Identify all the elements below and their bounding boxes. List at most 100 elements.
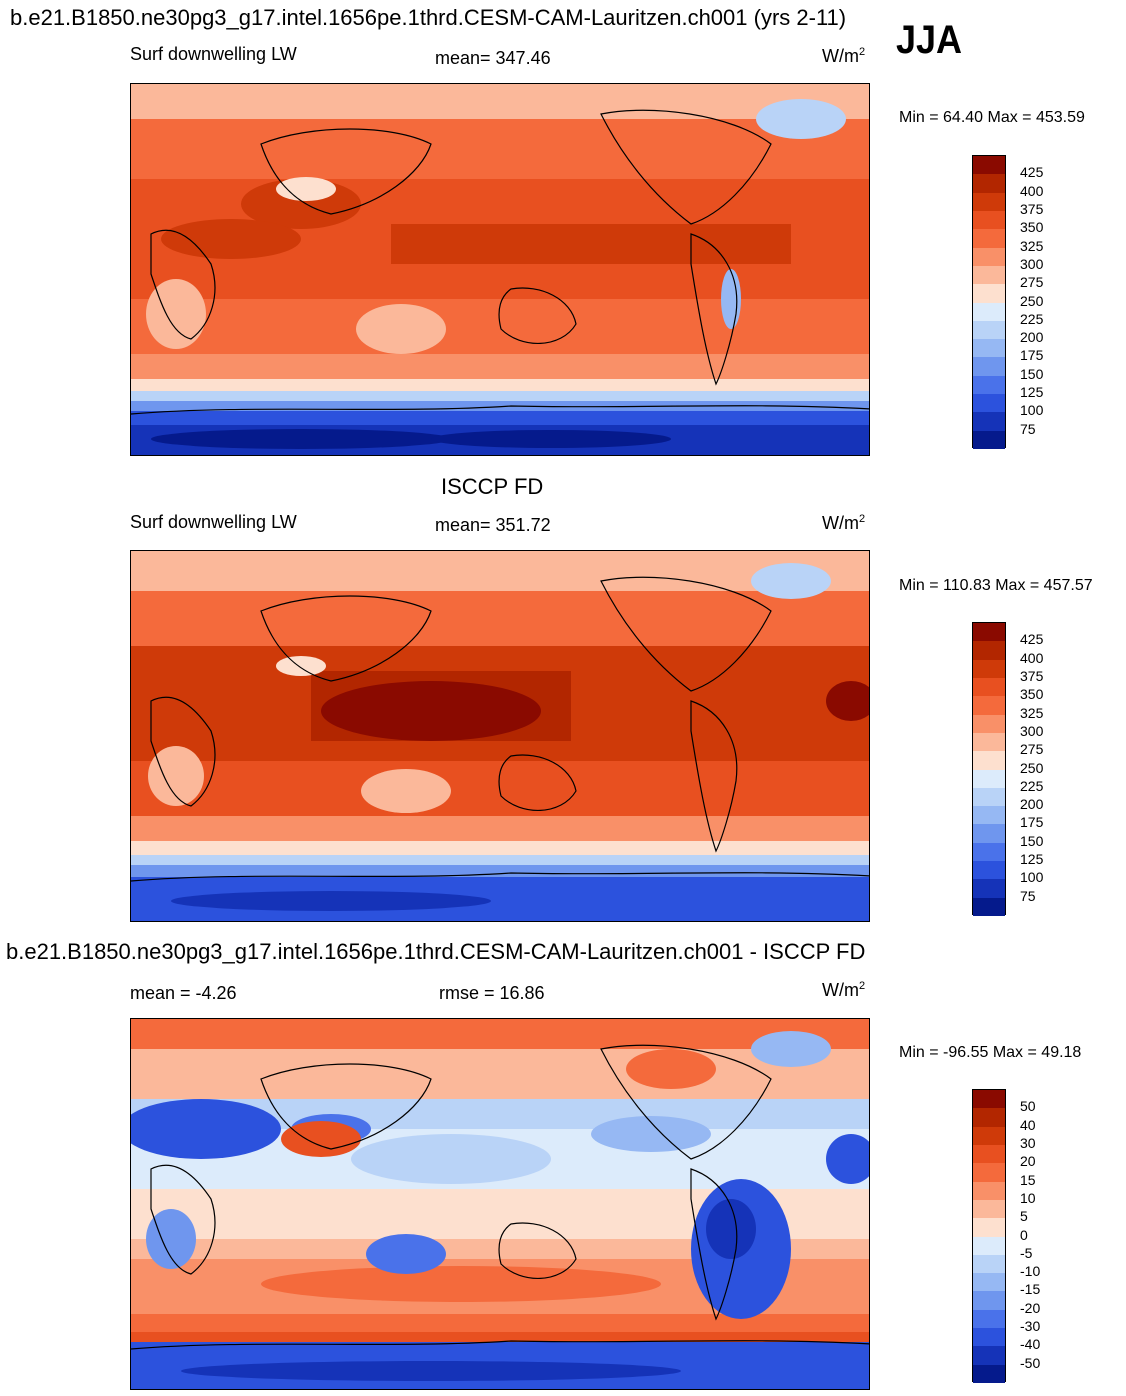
- colorbar-cell: [973, 1181, 1005, 1200]
- colorbar-tick-label: 50: [1020, 1098, 1036, 1115]
- colorbar-tick-label: 425: [1020, 631, 1044, 648]
- colorbar-cell: [973, 229, 1005, 248]
- colorbar-cell: [973, 1346, 1005, 1365]
- colorbar-tick-label: -50: [1020, 1354, 1041, 1371]
- panel3-units: W/m2: [822, 980, 866, 1000]
- colorbar-tick-label: 300: [1020, 722, 1044, 739]
- colorbar-cell: [973, 861, 1005, 880]
- panel3-colorbar: [972, 1089, 1006, 1383]
- colorbar-cell: [973, 696, 1005, 715]
- panel3-title: b.e21.B1850.ne30pg3_g17.intel.1656pe.1th…: [6, 939, 866, 964]
- colorbar-tick-label: -20: [1020, 1299, 1041, 1316]
- panel2-mean-label: mean= 351.72: [435, 515, 551, 535]
- colorbar-cell: [973, 879, 1005, 898]
- colorbar-tick-label: -5: [1020, 1244, 1033, 1261]
- colorbar-tick-label: 10: [1020, 1189, 1036, 1206]
- colorbar-tick-label: 15: [1020, 1171, 1036, 1188]
- colorbar-tick-label: 125: [1020, 384, 1044, 401]
- colorbar-cell: [973, 659, 1005, 678]
- colorbar-cell: [973, 769, 1005, 788]
- colorbar-cell: [973, 1254, 1005, 1274]
- colorbar-cell: [973, 320, 1005, 340]
- colorbar-tick-label: 250: [1020, 759, 1044, 776]
- panel1-variable-label: Surf downwelling LW: [130, 44, 297, 64]
- colorbar-tick-label: -40: [1020, 1336, 1041, 1353]
- panel2-colorbar: [972, 622, 1006, 916]
- panel2-map: [130, 550, 870, 922]
- colorbar-tick-label: -15: [1020, 1281, 1041, 1298]
- panel3-rmse-label: rmse = 16.86: [439, 983, 545, 1003]
- colorbar-cell: [973, 1163, 1005, 1182]
- colorbar-cell: [973, 623, 1005, 642]
- colorbar-tick-label: 300: [1020, 255, 1044, 272]
- season-label: JJA: [896, 18, 963, 62]
- panel2-units: W/m2: [822, 513, 866, 533]
- colorbar-cell: [973, 1291, 1005, 1310]
- colorbar-tick-label: 425: [1020, 164, 1044, 181]
- colorbar-tick-label: 75: [1020, 420, 1036, 437]
- colorbar-tick-label: 125: [1020, 851, 1044, 868]
- panel1-minmax: Min = 64.40 Max = 453.59: [899, 109, 1085, 126]
- colorbar-cell: [973, 1328, 1005, 1347]
- colorbar-cell: [973, 897, 1005, 916]
- panel1-colorbar: [972, 155, 1006, 449]
- panel2-map-svg: [131, 551, 869, 921]
- colorbar-cell: [973, 1126, 1005, 1145]
- panel3-minmax: Min = -96.55 Max = 49.18: [899, 1044, 1082, 1061]
- colorbar-cell: [973, 412, 1005, 431]
- colorbar-cell: [973, 1364, 1005, 1383]
- colorbar-cell: [973, 174, 1005, 193]
- panel3-map: [130, 1018, 870, 1390]
- colorbar-cell: [973, 430, 1005, 449]
- panel3-mean-label: mean = -4.26: [130, 983, 237, 1003]
- colorbar-tick-label: 175: [1020, 347, 1044, 364]
- colorbar-cell: [973, 714, 1005, 733]
- colorbar-cell: [973, 394, 1005, 413]
- colorbar-cell: [973, 824, 1005, 843]
- colorbar-cell: [973, 1090, 1005, 1109]
- colorbar-cell: [973, 357, 1005, 376]
- colorbar-tick-label: 225: [1020, 310, 1044, 327]
- colorbar-cell: [973, 751, 1005, 770]
- colorbar-tick-label: 250: [1020, 292, 1044, 309]
- colorbar-tick-label: 275: [1020, 741, 1044, 758]
- colorbar-cell: [973, 339, 1005, 358]
- colorbar-tick-label: 200: [1020, 329, 1044, 346]
- colorbar-tick-label: 100: [1020, 869, 1044, 886]
- colorbar-tick-label: 200: [1020, 796, 1044, 813]
- panel2-title: ISCCP FD: [441, 474, 544, 499]
- colorbar-tick-label: 40: [1020, 1116, 1036, 1133]
- colorbar-cell: [973, 265, 1005, 285]
- main-title: b.e21.B1850.ne30pg3_g17.intel.1656pe.1th…: [10, 5, 847, 30]
- panel2-minmax: Min = 110.83 Max = 457.57: [899, 577, 1093, 594]
- colorbar-cell: [973, 1309, 1005, 1329]
- colorbar-cell: [973, 210, 1005, 230]
- colorbar-tick-label: 375: [1020, 667, 1044, 684]
- colorbar-cell: [973, 192, 1005, 211]
- panel2-variable-label: Surf downwelling LW: [130, 512, 297, 532]
- colorbar-tick-label: 400: [1020, 182, 1044, 199]
- colorbar-cell: [973, 677, 1005, 697]
- colorbar-tick-label: -10: [1020, 1263, 1041, 1280]
- colorbar-tick-label: 0: [1020, 1226, 1028, 1243]
- colorbar-tick-label: 375: [1020, 200, 1044, 217]
- colorbar-cell: [973, 787, 1005, 807]
- colorbar-cell: [973, 732, 1005, 752]
- colorbar-cell: [973, 641, 1005, 660]
- colorbar-tick-label: 30: [1020, 1134, 1036, 1151]
- colorbar-tick-label: 5: [1020, 1208, 1028, 1225]
- panel1-mean-label: mean= 347.46: [435, 48, 551, 68]
- colorbar-tick-label: 350: [1020, 219, 1044, 236]
- colorbar-cell: [973, 1108, 1005, 1127]
- panel3-map-svg: [131, 1019, 869, 1389]
- colorbar-cell: [973, 806, 1005, 825]
- colorbar-cell: [973, 1144, 1005, 1164]
- colorbar-tick-label: 275: [1020, 274, 1044, 291]
- colorbar-cell: [973, 156, 1005, 175]
- colorbar-cell: [973, 1218, 1005, 1237]
- colorbar-tick-label: 175: [1020, 814, 1044, 831]
- colorbar-tick-label: 225: [1020, 777, 1044, 794]
- colorbar-tick-label: 100: [1020, 402, 1044, 419]
- colorbar-cell: [973, 842, 1005, 862]
- colorbar-tick-label: 150: [1020, 365, 1044, 382]
